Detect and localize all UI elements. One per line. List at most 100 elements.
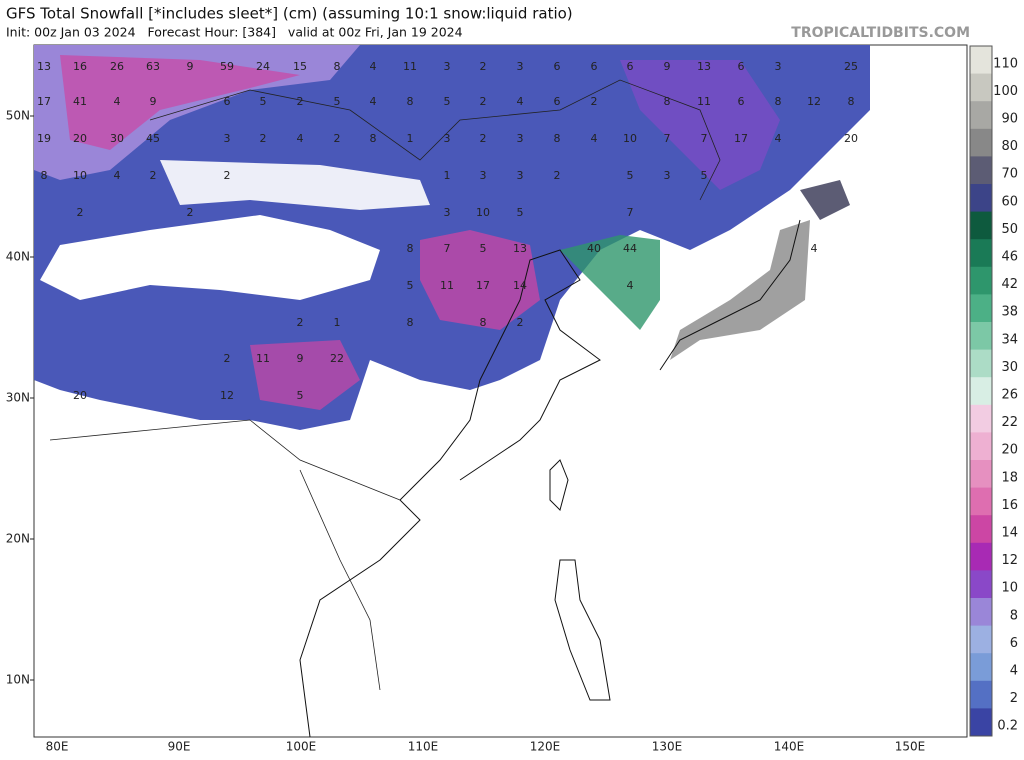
colorbar-swatch — [970, 487, 992, 516]
snow-label: 12 — [220, 389, 234, 402]
colorbar-label: 30 — [1001, 360, 1018, 375]
snow-label: 15 — [293, 60, 307, 73]
snow-label: 5 — [517, 206, 524, 219]
snow-area — [420, 230, 540, 330]
snow-label: 4 — [517, 95, 524, 108]
lon-label: 150E — [895, 740, 926, 754]
snow-label: 6 — [554, 95, 561, 108]
colorbar-swatch — [970, 349, 992, 378]
snow-label: 2 — [554, 169, 561, 182]
snow-label: 3 — [517, 169, 524, 182]
snow-label: 26 — [110, 60, 124, 73]
snow-label: 4 — [591, 132, 598, 145]
snow-label: 4 — [627, 279, 634, 292]
snow-label: 24 — [256, 60, 270, 73]
colorbar-label: 22 — [1001, 415, 1018, 430]
snow-label: 41 — [73, 95, 87, 108]
snow-label: 6 — [591, 60, 598, 73]
colorbar-swatch — [970, 46, 992, 75]
snow-label: 3 — [517, 132, 524, 145]
lat-label: 40N — [6, 250, 30, 264]
snow-area — [800, 180, 850, 220]
snow-label: 8 — [848, 95, 855, 108]
snow-label: 8 — [480, 316, 487, 329]
snow-area — [620, 60, 780, 190]
lat-label: 50N — [6, 109, 30, 123]
snow-label: 17 — [37, 95, 51, 108]
coastline — [554, 559, 611, 701]
colorbar-swatch — [970, 266, 992, 295]
colorbar-swatch — [970, 128, 992, 157]
snow-label: 2 — [150, 169, 157, 182]
snow-label: 3 — [224, 132, 231, 145]
snow-label: 7 — [627, 206, 634, 219]
colorbar-label: 46 — [1001, 250, 1018, 265]
colorbar-frame — [969, 45, 993, 737]
snow-label: 13 — [37, 60, 51, 73]
colorbar-swatch — [970, 708, 992, 737]
snow-label: 2 — [480, 132, 487, 145]
colorbar-swatch — [970, 211, 992, 240]
snow-label: 4 — [114, 95, 121, 108]
colorbar: 1101009080706050464238343026222018161412… — [969, 45, 1018, 737]
colorbar-label: 4 — [1010, 664, 1018, 679]
title: GFS Total Snowfall [*includes sleet*] (c… — [6, 5, 573, 23]
colorbar-swatch — [970, 294, 992, 323]
snow-area — [60, 55, 300, 150]
colorbar-label: 18 — [1001, 470, 1018, 485]
snow-label: 5 — [407, 279, 414, 292]
lon-label: 140E — [774, 740, 805, 754]
snow-label: 3 — [664, 169, 671, 182]
colorbar-label: 42 — [1001, 277, 1018, 292]
colorbar-swatch — [970, 570, 992, 599]
snow-label: 6 — [224, 95, 231, 108]
colorbar-swatch — [970, 432, 992, 461]
lon-label: 100E — [286, 740, 317, 754]
colorbar-swatch — [970, 156, 992, 185]
snow-label: 3 — [444, 206, 451, 219]
snow-label: 4 — [370, 95, 377, 108]
colorbar-label: 70 — [1001, 167, 1018, 182]
colorbar-label: 16 — [1001, 498, 1018, 513]
snow-label: 9 — [187, 60, 194, 73]
snow-label: 7 — [664, 132, 671, 145]
colorbar-label: 100 — [993, 84, 1018, 99]
lon-label: 120E — [530, 740, 561, 754]
snow-label: 2 — [260, 132, 267, 145]
snow-label: 10 — [623, 132, 637, 145]
snow-label: 6 — [738, 60, 745, 73]
snow-label: 20 — [73, 132, 87, 145]
lon-label: 110E — [408, 740, 439, 754]
snow-label: 8 — [41, 169, 48, 182]
colorbar-label: 0.2 — [997, 719, 1018, 734]
lon-label: 90E — [168, 740, 191, 754]
snow-label: 11 — [256, 352, 270, 365]
colorbar-label: 110 — [993, 56, 1018, 71]
snow-label: 25 — [844, 60, 858, 73]
colorbar-label: 8 — [1010, 608, 1018, 623]
snow-area — [560, 235, 660, 330]
colorbar-swatch — [970, 239, 992, 268]
snow-label: 10 — [73, 169, 87, 182]
snow-label: 11 — [403, 60, 417, 73]
coastline — [549, 219, 801, 511]
snow-label: 44 — [623, 242, 637, 255]
snow-label: 8 — [554, 132, 561, 145]
colorbar-swatch — [970, 460, 992, 489]
snow-label: 3 — [775, 60, 782, 73]
snow-label: 45 — [146, 132, 160, 145]
snow-label: 5 — [444, 95, 451, 108]
lon-label: 130E — [652, 740, 683, 754]
snow-label: 8 — [334, 60, 341, 73]
snow-label: 4 — [297, 132, 304, 145]
snow-label: 5 — [701, 169, 708, 182]
colorbar-label: 50 — [1001, 222, 1018, 237]
snow-label: 2 — [480, 60, 487, 73]
snow-label: 5 — [480, 242, 487, 255]
snow-label: 16 — [73, 60, 87, 73]
snow-label: 8 — [664, 95, 671, 108]
snow-label: 3 — [444, 132, 451, 145]
source: TROPICALTIDBITS.COM — [791, 25, 970, 41]
